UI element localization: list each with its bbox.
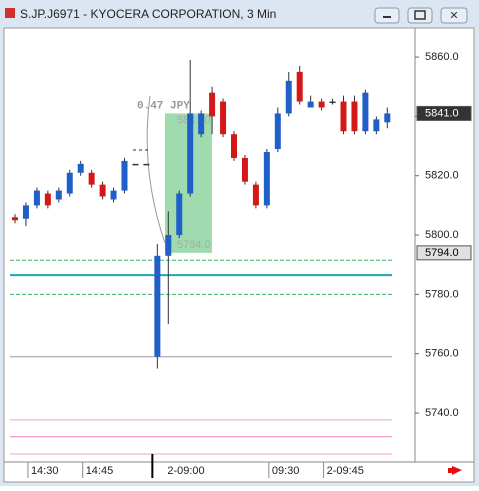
candle-body [55,190,62,200]
app-icon [5,8,15,18]
scroll-arrow[interactable] [452,466,462,475]
candle-body [329,101,336,104]
candle-body [220,101,227,135]
candle-body [307,101,314,108]
price-tag [416,105,472,121]
candle-body [209,92,216,117]
candle-body [77,163,84,173]
price-tag [416,245,472,261]
close-button[interactable] [440,7,468,24]
candle-body [231,134,237,158]
x-tick-label: 14:45 [86,465,114,477]
candle-body [285,80,292,114]
candle-body [340,101,347,132]
chart-area [3,27,475,483]
candle-body [44,193,51,206]
x-tick-label: 2-09:00 [167,465,204,477]
candle-body [318,101,325,108]
candle-body [198,113,205,135]
maximize-icon [414,10,426,20]
window-buttons[interactable]: ✕ [374,7,468,24]
y-tick-label: 5760.0 [425,348,459,360]
y-tick-label: 5800.0 [425,229,459,241]
candle-body [373,119,380,132]
scroll-arrow-tail [448,468,454,473]
measure-label: 0.47 JPY [137,100,190,112]
y-tick-label: 5780.0 [425,288,459,300]
candle-body [176,193,183,236]
price-tag-label: 5794.0 [425,247,459,259]
y-tick-label: 5860.0 [425,51,459,63]
close-icon: ✕ [449,10,458,22]
candle-body [296,71,303,102]
candle-body [22,205,29,219]
window-title: S.JP.J6971 - KYOCERA CORPORATION, 3 Min [20,7,276,21]
candle-body [143,163,150,166]
candle-body [165,235,172,256]
y-tick-label: 5820.0 [425,170,459,182]
minimize-button[interactable] [374,7,400,24]
x-tick-label: 09:30 [272,465,300,477]
candle-body [154,255,161,357]
candle-body [66,172,73,194]
candle-body [252,184,259,206]
measure-to-label: 5841.0 [177,114,211,126]
candle-body [351,101,358,132]
candle-body [384,113,391,123]
price-tag-label: 5841.0 [425,107,459,119]
x-tick-label: 2-09:45 [327,465,364,477]
x-tick-label: 14:30 [31,465,59,477]
y-tick-label: 5740.0 [425,407,459,419]
candle-body [88,172,95,185]
candle-body [99,184,106,197]
candle-body [33,190,40,206]
candle-body [263,152,270,206]
measure-from-label: 5794.0 [177,239,211,251]
candle-body [274,113,281,150]
measure-curve [146,95,166,244]
candle-body [362,92,369,132]
candle-body [132,163,139,166]
candle-body [241,157,248,182]
maximize-button[interactable] [407,7,433,24]
candle-body [110,190,117,200]
candle-body [187,113,194,194]
candle-body [121,160,128,191]
candle-body [12,217,18,221]
